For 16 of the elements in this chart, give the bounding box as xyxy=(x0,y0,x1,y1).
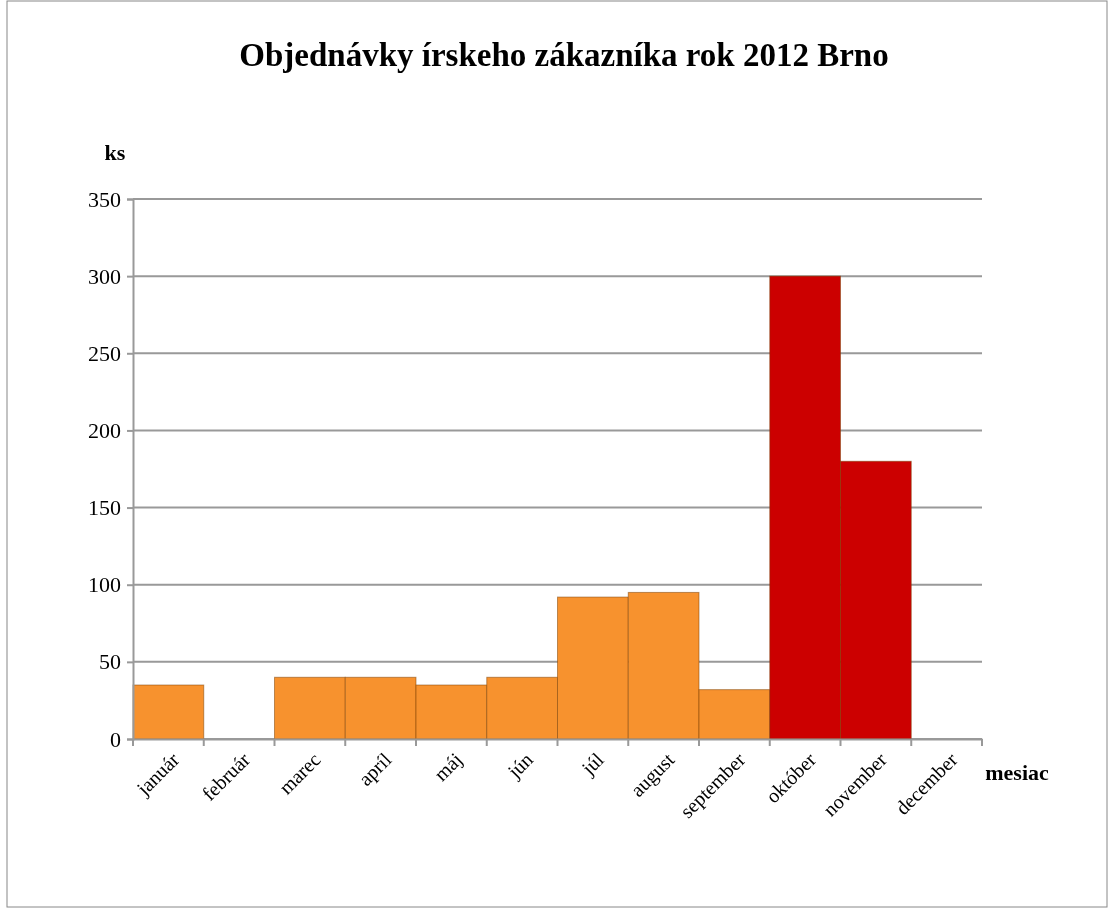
y-tick-label: 250 xyxy=(88,340,121,366)
x-tick-label: máj xyxy=(429,748,467,786)
y-tick-label: 350 xyxy=(88,186,121,212)
y-axis-title: ks xyxy=(104,140,126,165)
x-axis-title: mesiac xyxy=(985,760,1049,785)
y-tick-label: 100 xyxy=(88,572,121,598)
x-tick-label: jún xyxy=(502,748,538,784)
chart-title: Objednávky írskeho zákazníka rok 2012 Brno xyxy=(239,37,889,73)
y-tick-label: 150 xyxy=(88,495,121,521)
bar xyxy=(132,684,205,740)
x-tick-label: júl xyxy=(576,747,609,781)
x-tick-label: apríl xyxy=(354,747,397,791)
y-tick-label: 0 xyxy=(110,726,121,752)
y-tick-label: 50 xyxy=(99,649,121,675)
y-tick-label: 200 xyxy=(88,417,121,443)
y-tick-label: 300 xyxy=(88,263,121,289)
